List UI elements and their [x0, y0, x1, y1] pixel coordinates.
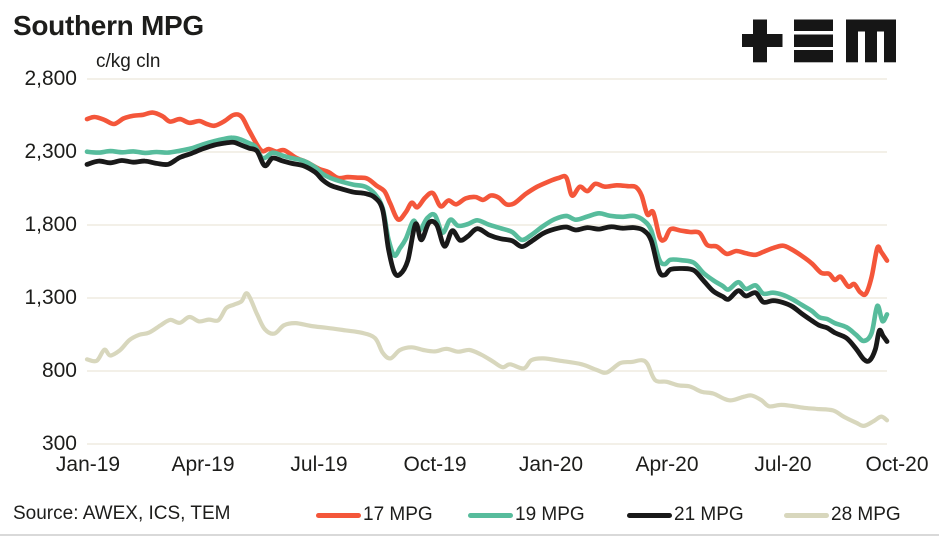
- bottom-divider: [0, 534, 939, 536]
- legend-item-28-mpg: 28 MPG: [784, 502, 901, 528]
- legend-label: 17 MPG: [363, 504, 433, 525]
- legend-label: 28 MPG: [831, 504, 901, 525]
- y-tick-label: 300: [41, 432, 77, 455]
- triple-bar-icon: [794, 19, 833, 63]
- legend-label: 21 MPG: [674, 504, 744, 525]
- tem-logo: [742, 19, 896, 63]
- y-tick-label: 800: [41, 359, 77, 382]
- legend-item-21-mpg: 21 MPG: [627, 502, 744, 528]
- legend-swatch-19-mpg: [468, 512, 513, 518]
- legend-item-17-mpg: 17 MPG: [316, 502, 433, 528]
- source-note: Source: AWEX, ICS, TEM: [13, 503, 231, 524]
- x-tick-label: Jan-20: [518, 453, 584, 476]
- y-tick-label: 1,800: [24, 213, 77, 236]
- legend-label: 19 MPG: [515, 504, 585, 525]
- m-glyph-icon: [846, 19, 896, 63]
- legend-swatch-21-mpg: [627, 512, 672, 518]
- y-axis-unit-label: c/kg cln: [96, 51, 161, 72]
- plus-icon: [742, 19, 783, 63]
- legend-swatch-28-mpg: [784, 512, 829, 518]
- legend-item-19-mpg: 19 MPG: [468, 502, 585, 528]
- x-tick-label: Apr-19: [171, 453, 235, 476]
- x-tick-label: Oct-19: [403, 453, 467, 476]
- y-tick-label: 2,300: [24, 140, 77, 163]
- page-title: Southern MPG: [13, 10, 204, 41]
- y-tick-label: 2,800: [24, 67, 77, 90]
- x-tick-label: Apr-20: [635, 453, 699, 476]
- x-tick-label: Jan-19: [55, 453, 121, 476]
- x-tick-label: Oct-20: [865, 453, 929, 476]
- legend-swatch-17-mpg: [316, 512, 361, 518]
- y-tick-label: 1,300: [24, 286, 77, 309]
- x-tick-label: Jul-20: [754, 453, 812, 476]
- x-tick-label: Jul-19: [290, 453, 348, 476]
